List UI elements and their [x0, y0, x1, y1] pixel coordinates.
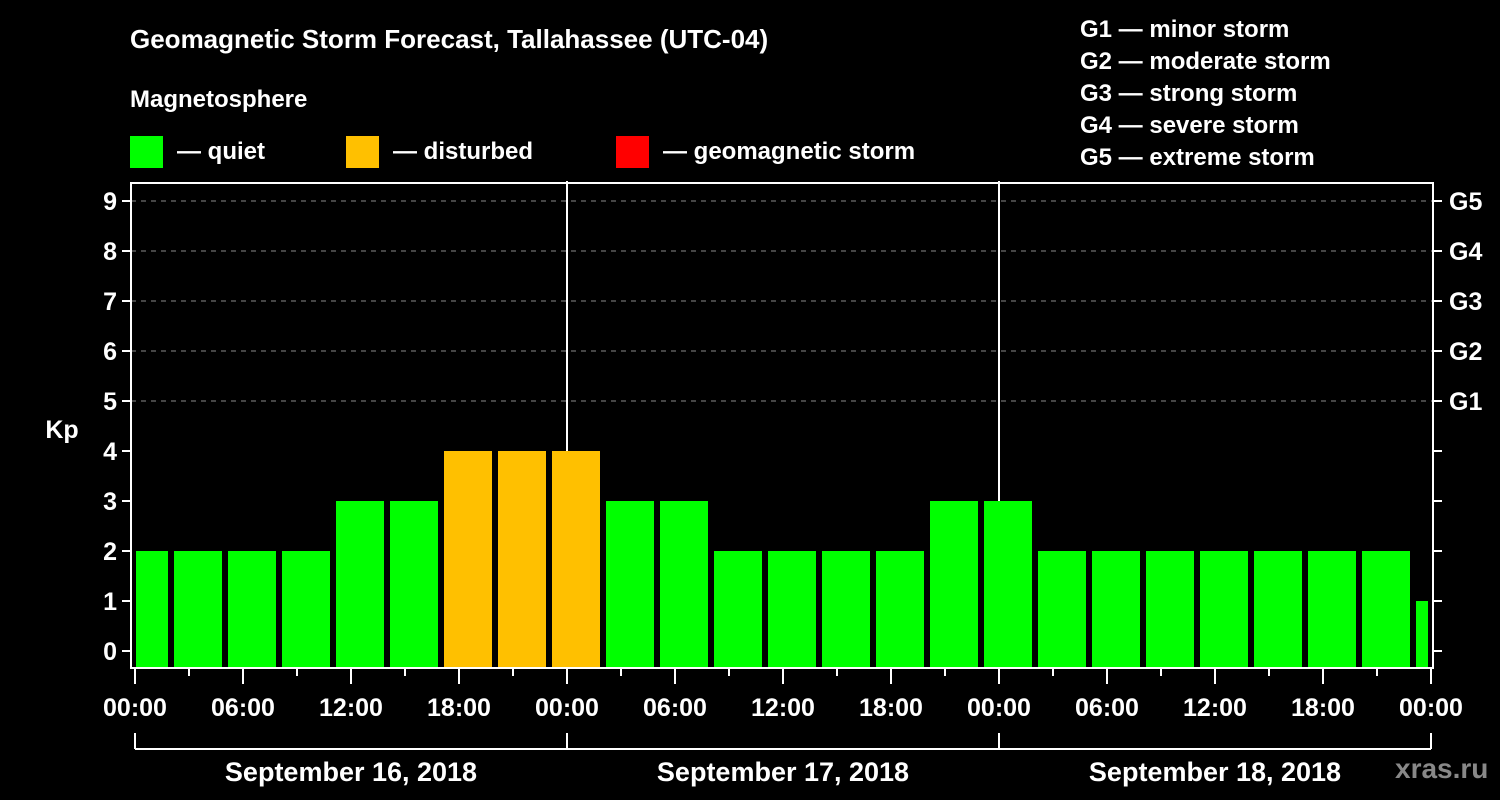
storm-scale-g1: G1 — minor storm: [1080, 16, 1290, 43]
bar-quiet: [1146, 551, 1194, 668]
x-tick-label: 06:00: [1075, 694, 1139, 722]
day-label: September 17, 2018: [657, 757, 909, 787]
bar-quiet: [984, 501, 1032, 668]
x-tick-label: 12:00: [319, 694, 383, 722]
y-tick-label: 1: [103, 588, 117, 616]
y-tick-label: 3: [103, 488, 117, 516]
storm-scale-g4: G4 — severe storm: [1080, 112, 1299, 139]
bar-quiet: [136, 551, 168, 668]
y-tick-label: 5: [103, 388, 117, 416]
x-tick-label: 18:00: [1291, 694, 1355, 722]
bar-quiet: [282, 551, 330, 668]
bar-quiet: [174, 551, 222, 668]
bar-quiet: [1200, 551, 1248, 668]
x-tick-label: 00:00: [103, 694, 167, 722]
y-tick-label: 8: [103, 238, 117, 266]
g-level-label-G1: G1: [1449, 388, 1482, 416]
legend-label-storm: — geomagnetic storm: [663, 137, 916, 165]
y-tick-label: 9: [103, 188, 117, 216]
x-tick-label: 00:00: [967, 694, 1031, 722]
storm-scale-g3: G3 — strong storm: [1080, 80, 1298, 107]
legend-swatch-storm: [616, 135, 649, 168]
x-tick-label: 06:00: [211, 694, 275, 722]
x-tick-label: 00:00: [1399, 694, 1463, 722]
y-axis-label: Kp: [45, 416, 78, 444]
y-tick-label: 4: [103, 438, 117, 466]
bar-quiet: [930, 501, 978, 668]
g-level-label-G5: G5: [1449, 188, 1482, 216]
bar-quiet: [1308, 551, 1356, 668]
y-tick-label: 0: [103, 638, 117, 666]
bar-quiet: [714, 551, 762, 668]
bar-quiet: [876, 551, 924, 668]
day-label: September 18, 2018: [1089, 757, 1341, 787]
legend-item-quiet: — quiet: [130, 135, 265, 168]
bar-quiet: [336, 501, 384, 668]
x-tick-label: 06:00: [643, 694, 707, 722]
legend-swatch-disturbed: [346, 135, 379, 168]
watermark: xras.ru: [1395, 753, 1489, 784]
y-tick-label: 7: [103, 288, 117, 316]
bar-quiet: [390, 501, 438, 668]
y-tick-label: 6: [103, 338, 117, 366]
legend-heading: Magnetosphere: [130, 86, 308, 113]
bar-quiet: [660, 501, 708, 668]
legend-swatch-quiet: [130, 135, 163, 168]
legend-item-storm: — geomagnetic storm: [616, 135, 915, 168]
storm-scale-g5: G5 — extreme storm: [1080, 144, 1315, 171]
bar-quiet: [822, 551, 870, 668]
x-tick-label: 00:00: [535, 694, 599, 722]
legend-item-disturbed: — disturbed: [346, 135, 533, 168]
bar-quiet: [228, 551, 276, 668]
x-tick-label: 18:00: [859, 694, 923, 722]
chart-title: Geomagnetic Storm Forecast, Tallahassee …: [130, 24, 769, 54]
bar-quiet: [1092, 551, 1140, 668]
bar-disturbed: [498, 451, 546, 668]
storm-scale-g2: G2 — moderate storm: [1080, 48, 1331, 75]
g-level-label-G3: G3: [1449, 288, 1482, 316]
bar-quiet: [768, 551, 816, 668]
storm-scale-legend: G1 — minor storm G2 — moderate storm G3 …: [1080, 14, 1331, 174]
legend-label-quiet: — quiet: [177, 137, 265, 165]
y-tick-label: 2: [103, 538, 117, 566]
bar-quiet: [1038, 551, 1086, 668]
bar-quiet: [606, 501, 654, 668]
day-label: September 16, 2018: [225, 757, 477, 787]
x-tick-label: 18:00: [427, 694, 491, 722]
bar-quiet: [1254, 551, 1302, 668]
bar-quiet: [1416, 601, 1428, 668]
x-tick-label: 12:00: [751, 694, 815, 722]
g-level-label-G4: G4: [1449, 238, 1482, 266]
bar-quiet: [1362, 551, 1410, 668]
legend-label-disturbed: — disturbed: [393, 137, 534, 165]
bar-disturbed: [444, 451, 492, 668]
g-level-label-G2: G2: [1449, 338, 1482, 366]
bars: [136, 451, 1428, 668]
bar-disturbed: [552, 451, 600, 668]
axes: 0 1 2 3 4 5 6 7 8 9 G1 G2 G3 G4 G5 Kp 00:00 06:00 12:00 18:…: [45, 188, 1482, 787]
x-tick-label: 12:00: [1183, 694, 1247, 722]
